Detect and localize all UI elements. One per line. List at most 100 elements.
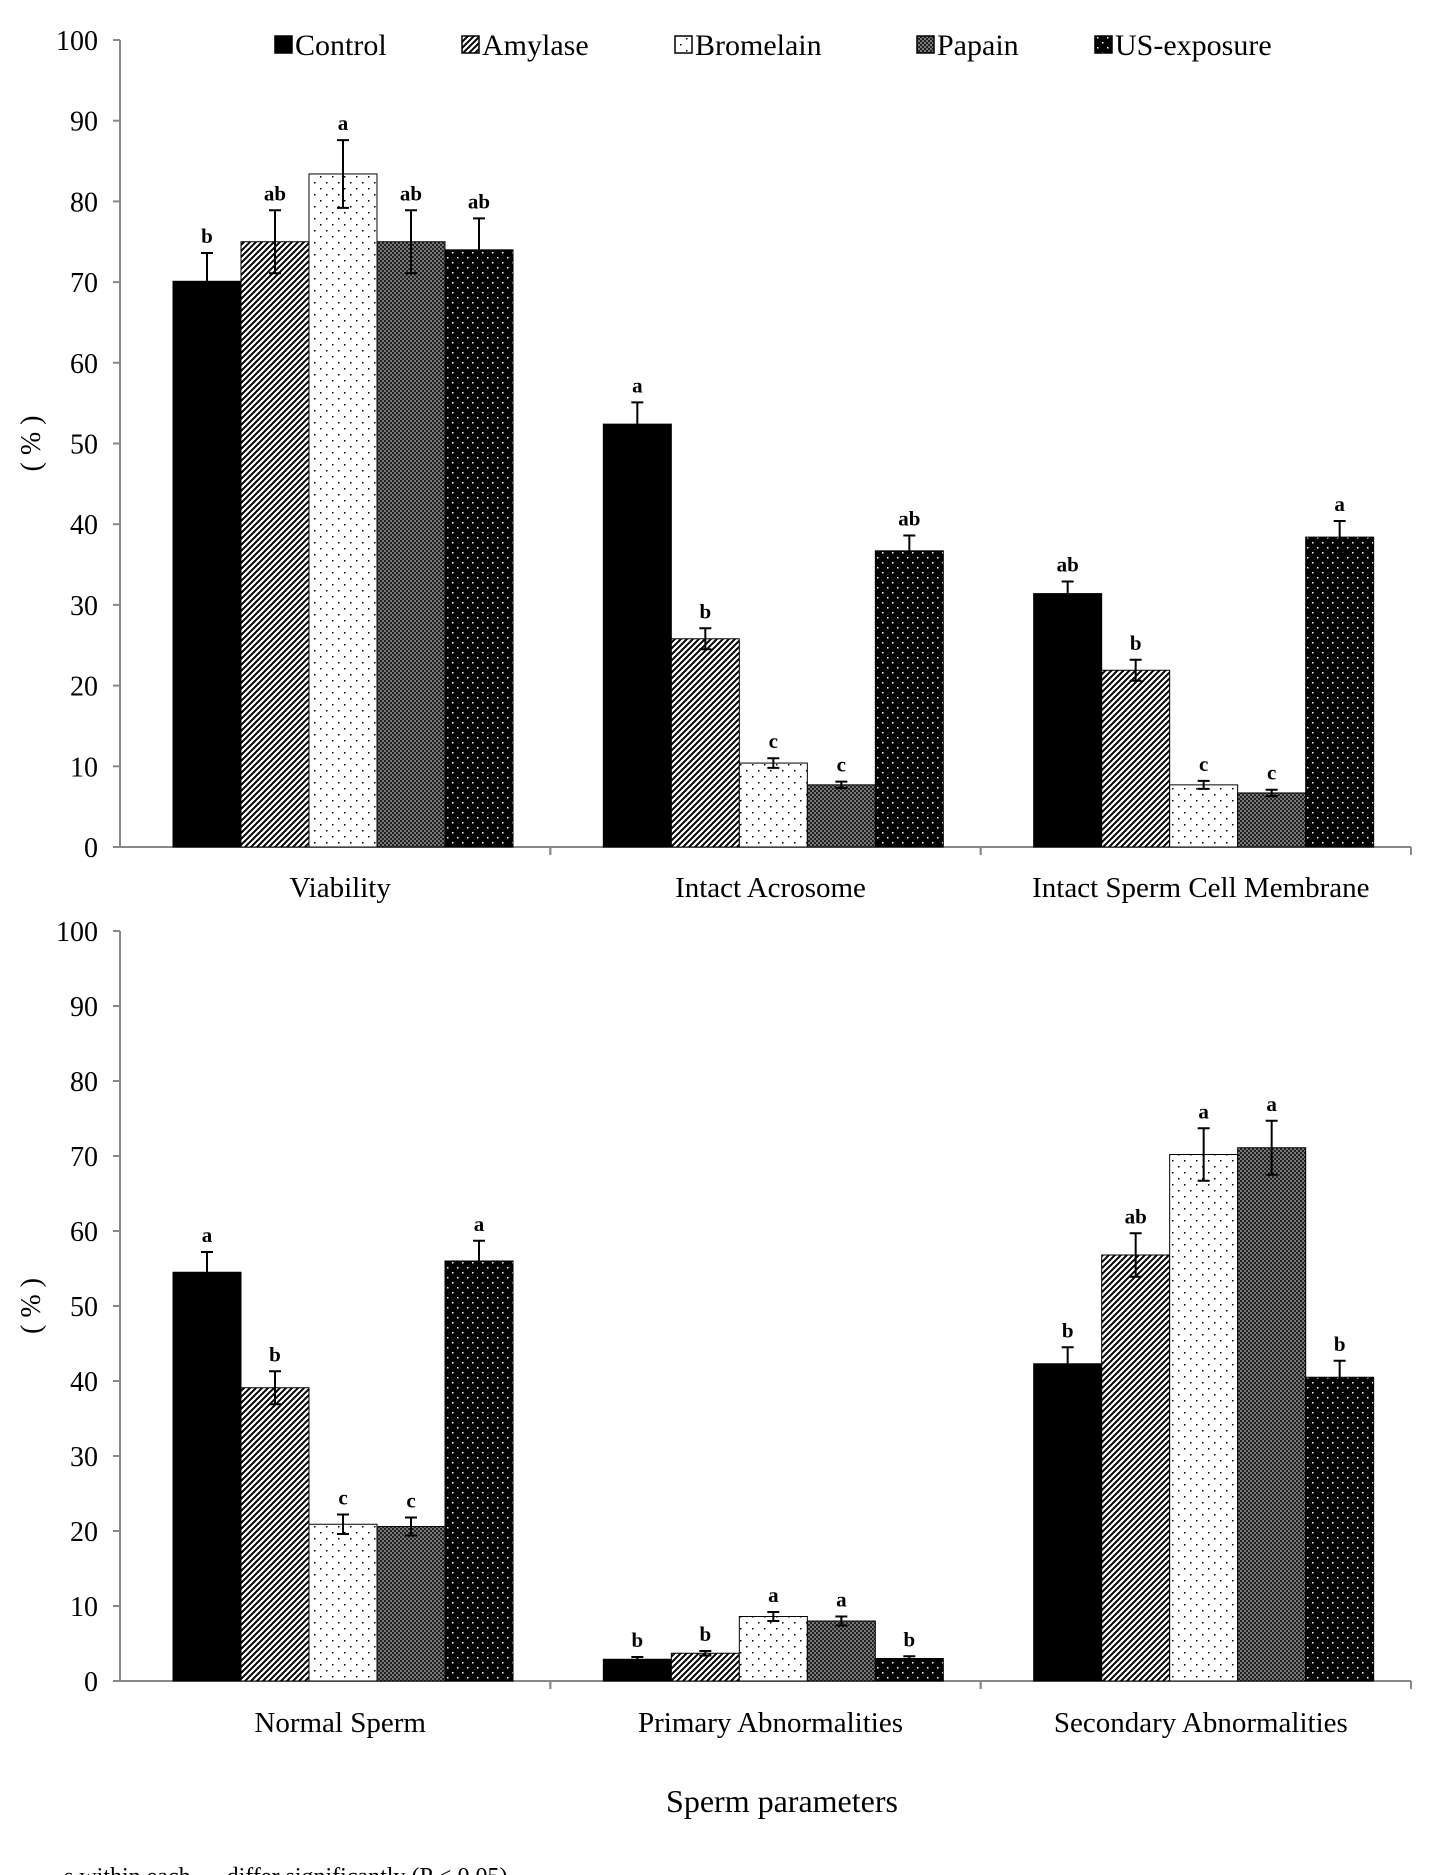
bar-us-exposure-3 xyxy=(1305,536,1375,848)
significance-letter: a xyxy=(632,373,643,397)
bar-us-exposure-2 xyxy=(874,1658,944,1682)
legend-swatch-control xyxy=(274,35,293,54)
y-tick-label: 90 xyxy=(70,107,98,138)
bar-control-1 xyxy=(172,280,242,848)
bar-us-exposure-1 xyxy=(444,1260,514,1682)
y-tick-label: 60 xyxy=(70,1217,98,1248)
significance-letter: ab xyxy=(264,181,286,205)
legend-label: Amylase xyxy=(482,29,589,62)
error-bar xyxy=(903,1655,916,1662)
error-bar xyxy=(699,1650,712,1657)
significance-letter: b xyxy=(699,1622,711,1646)
significance-letter: a xyxy=(202,1223,213,1247)
error-bar xyxy=(1061,1346,1074,1382)
bar-bromelain-1 xyxy=(308,173,378,848)
error-bar xyxy=(201,1251,213,1294)
legend-swatch-us-exposure xyxy=(1094,35,1113,54)
significance-letter: a xyxy=(1198,1099,1209,1123)
y-axis-title: ( % ) xyxy=(16,416,47,472)
y-tick-label: 90 xyxy=(70,992,98,1023)
significance-letter: b xyxy=(1130,631,1142,655)
significance-letter: c xyxy=(1199,752,1208,776)
category-label: Secondary Abnormalities xyxy=(1054,1707,1348,1739)
legend-swatch-amylase xyxy=(461,35,480,54)
bar-papain-3 xyxy=(1237,1147,1307,1682)
legend-label: US-exposure xyxy=(1115,29,1272,62)
bar-papain-3 xyxy=(1237,792,1307,848)
bar-amylase-2 xyxy=(670,1652,740,1682)
significance-letter: a xyxy=(836,1588,847,1612)
significance-letter: a xyxy=(1334,492,1345,516)
y-tick-label: 70 xyxy=(70,268,98,299)
error-bar xyxy=(767,757,780,769)
y-tick-label: 10 xyxy=(70,752,98,783)
legend-label: Bromelain xyxy=(695,29,822,62)
footnote: …s within each … differ significantly (P… xyxy=(40,1864,507,1875)
bar-us-exposure-2 xyxy=(874,550,944,848)
error-bar xyxy=(405,1516,417,1537)
error-bar xyxy=(699,627,712,651)
significance-letter: c xyxy=(338,1486,347,1510)
y-tick-label: 30 xyxy=(70,591,98,622)
significance-letter: a xyxy=(1266,1092,1277,1116)
category-label: Primary Abnormalities xyxy=(638,1707,903,1739)
error-bar xyxy=(835,780,848,790)
bar-amylase-2 xyxy=(670,638,740,848)
significance-letter: a xyxy=(338,111,349,135)
error-bar xyxy=(269,1370,281,1406)
significance-letter: ab xyxy=(400,181,422,205)
significance-letter: c xyxy=(406,1489,415,1513)
significance-letter: b xyxy=(699,599,711,623)
error-bar xyxy=(201,252,213,311)
plot-2: 0 10 20 30 40 50 60 70 80 90 100 ( % ) Normal Sperm a… xyxy=(16,917,1412,1739)
error-bar xyxy=(631,401,644,447)
y-tick-label: 10 xyxy=(70,1592,98,1623)
error-bar xyxy=(1333,1359,1346,1395)
significance-letter: ab xyxy=(1125,1204,1147,1228)
error-bar xyxy=(1265,1119,1278,1176)
y-tick-label: 0 xyxy=(84,833,98,864)
y-tick-label: 100 xyxy=(56,917,98,948)
significance-letter: b xyxy=(631,1628,643,1652)
y-tick-label: 40 xyxy=(70,510,98,541)
error-bar xyxy=(337,139,349,209)
error-bar xyxy=(631,1656,644,1663)
significance-letter: b xyxy=(1062,1318,1074,1342)
category-label: Intact Acrosome xyxy=(675,872,866,904)
bar-amylase-3 xyxy=(1101,669,1171,848)
y-tick-label: 50 xyxy=(70,430,98,461)
y-tick-label: 80 xyxy=(70,1067,98,1098)
significance-letter: ab xyxy=(1057,552,1079,576)
y-axis-title: ( % ) xyxy=(16,1278,47,1334)
y-tick-label: 60 xyxy=(70,349,98,380)
error-bar xyxy=(1129,658,1142,682)
bar-amylase-1 xyxy=(240,241,310,848)
bar-papain-2 xyxy=(806,784,876,848)
bar-control-3 xyxy=(1033,593,1103,848)
error-bar xyxy=(269,209,281,275)
y-tick-label: 50 xyxy=(70,1292,98,1323)
error-bar xyxy=(1061,580,1074,607)
bar-bromelain-3 xyxy=(1169,1154,1239,1682)
bar-amylase-1 xyxy=(240,1387,310,1682)
error-bar xyxy=(337,1513,349,1535)
bar-amylase-3 xyxy=(1101,1254,1171,1682)
category-label: Normal Sperm xyxy=(254,1707,426,1739)
bar-control-2 xyxy=(602,1658,672,1682)
error-bar xyxy=(1129,1232,1142,1278)
bar-papain-2 xyxy=(806,1620,876,1682)
y-tick-label: 20 xyxy=(70,1517,98,1548)
y-tick-label: 80 xyxy=(70,187,98,218)
legend-swatch-papain xyxy=(916,35,935,54)
error-bar xyxy=(405,209,417,275)
category-label: Viability xyxy=(289,872,391,904)
y-tick-label: 40 xyxy=(70,1367,98,1398)
legend: Control Amylase Bromelain Papain US-exposure xyxy=(274,29,1272,62)
error-bar xyxy=(473,217,485,283)
category-label: Intact Sperm Cell Membrane xyxy=(1032,872,1369,904)
y-tick-label: 70 xyxy=(70,1142,98,1173)
error-bar xyxy=(1197,779,1210,790)
significance-letter: c xyxy=(1267,761,1276,785)
